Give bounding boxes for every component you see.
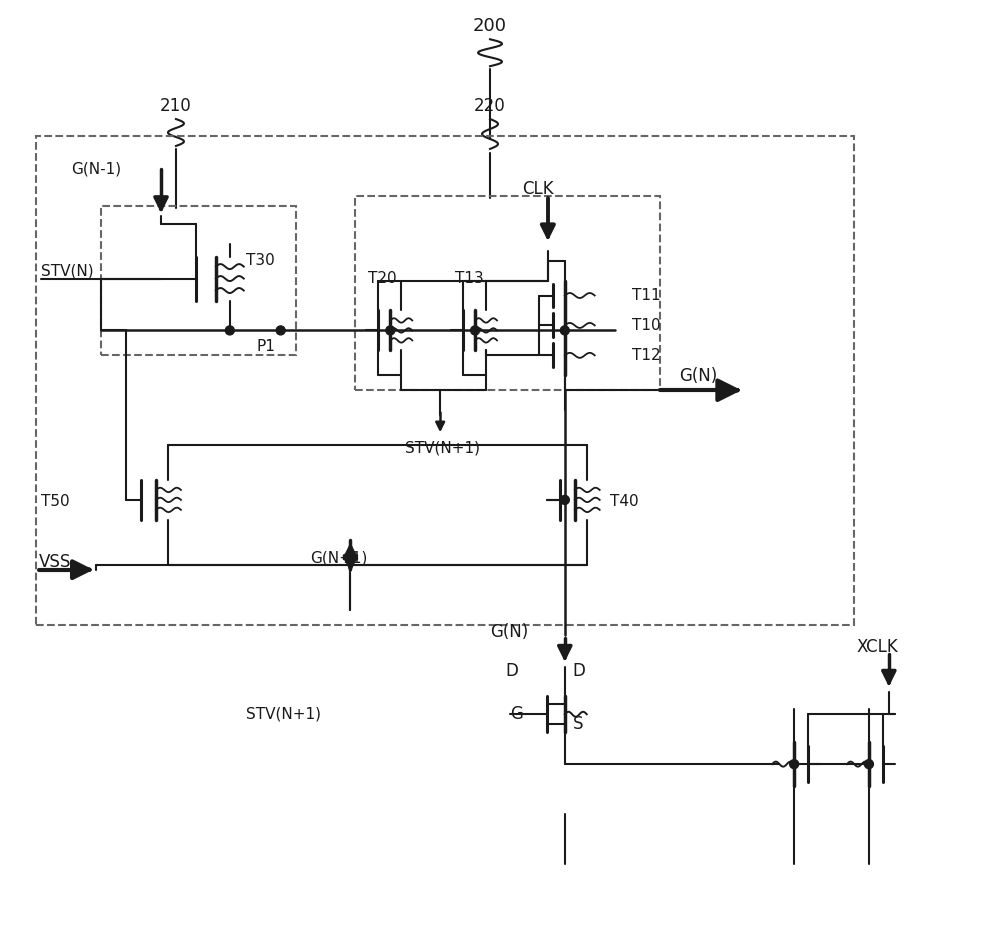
Text: P1: P1 (257, 339, 276, 354)
Text: G(N-1): G(N-1) (71, 162, 121, 177)
Text: D: D (573, 662, 586, 681)
Text: T40: T40 (610, 495, 638, 509)
Text: T11: T11 (632, 288, 660, 303)
Text: D: D (505, 662, 518, 681)
Circle shape (864, 760, 873, 769)
Text: T50: T50 (41, 495, 69, 509)
Circle shape (471, 326, 480, 335)
Text: G(N): G(N) (490, 623, 528, 640)
Text: T20: T20 (368, 271, 397, 286)
Text: G(N): G(N) (679, 367, 718, 385)
Text: T10: T10 (632, 318, 660, 333)
Text: S: S (573, 716, 583, 733)
Text: STV(N+1): STV(N+1) (405, 440, 480, 455)
Circle shape (790, 760, 799, 769)
Circle shape (225, 326, 234, 335)
Bar (355, 196, 660, 391)
Text: G(N+1): G(N+1) (311, 550, 368, 565)
Text: XCLK: XCLK (857, 639, 899, 656)
Circle shape (560, 496, 569, 504)
Bar (101, 206, 296, 355)
Text: STV(N): STV(N) (41, 263, 94, 278)
Text: T12: T12 (632, 347, 660, 362)
Bar (36, 136, 854, 624)
Circle shape (560, 326, 569, 335)
Text: 200: 200 (473, 17, 507, 36)
Text: T30: T30 (246, 254, 275, 269)
Text: 220: 220 (474, 97, 506, 115)
Text: VSS: VSS (39, 553, 72, 571)
Text: T13: T13 (455, 271, 484, 286)
Circle shape (276, 326, 285, 335)
Text: CLK: CLK (522, 180, 554, 198)
Text: 210: 210 (160, 97, 192, 115)
Circle shape (386, 326, 395, 335)
Text: G: G (510, 705, 523, 723)
Text: STV(N+1): STV(N+1) (246, 707, 321, 722)
